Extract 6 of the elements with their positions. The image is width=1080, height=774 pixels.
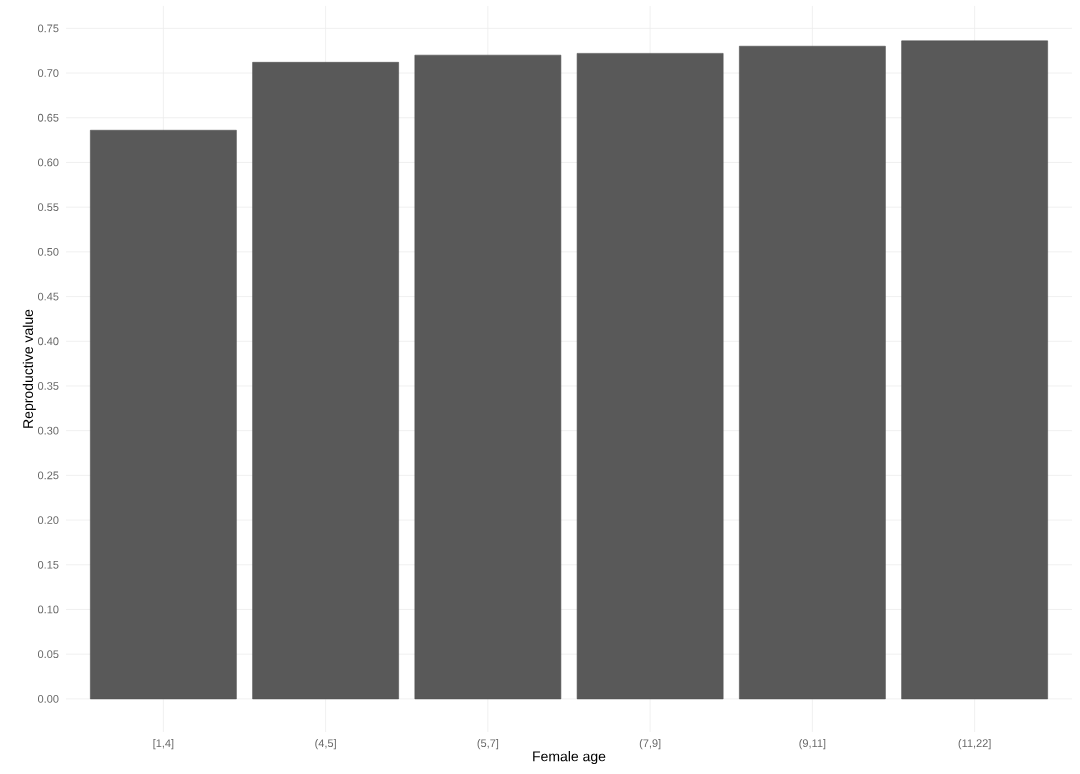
bar (90, 129, 237, 700)
bar (739, 45, 886, 700)
bar (252, 62, 399, 700)
bar (576, 53, 724, 700)
bar (901, 40, 1048, 700)
bar (414, 54, 562, 700)
